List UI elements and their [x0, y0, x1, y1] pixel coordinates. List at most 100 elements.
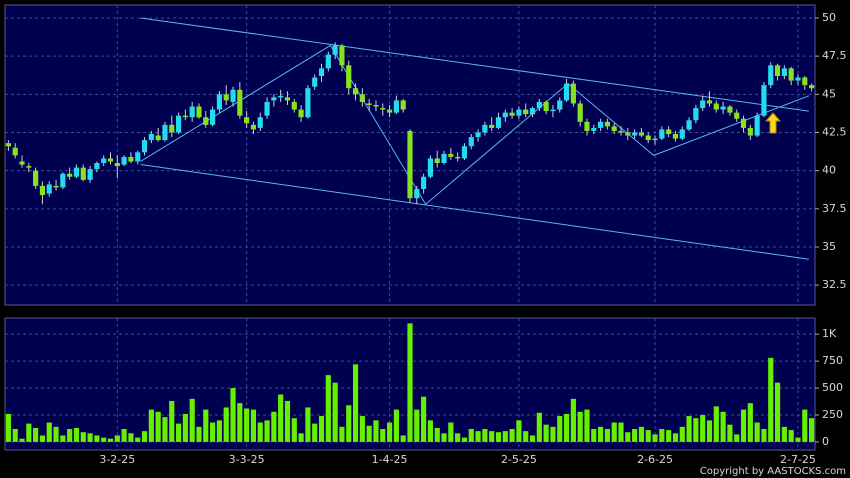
volume-bar: [598, 426, 604, 442]
candle-body: [754, 115, 760, 136]
candle-body: [468, 137, 474, 147]
candle-body: [284, 97, 291, 101]
candle-body: [666, 129, 672, 135]
candle-body: [182, 115, 188, 118]
volume-bar: [652, 434, 658, 442]
candle-body: [652, 138, 658, 141]
volume-bar: [162, 417, 168, 442]
volume-bar: [482, 428, 488, 442]
volume-bar: [543, 424, 549, 442]
candle-body: [366, 103, 372, 105]
volume-bar: [101, 437, 107, 442]
volume-bar: [284, 400, 291, 442]
candle-body: [386, 109, 393, 113]
volume-bar: [264, 420, 270, 442]
candle-body: [407, 130, 413, 199]
candle-body: [203, 117, 209, 125]
candle-body: [638, 132, 645, 136]
candle-body: [94, 163, 100, 170]
candle-body: [373, 105, 379, 107]
trendline: [140, 164, 809, 260]
volume-bar: [257, 422, 263, 442]
volume-bar: [26, 423, 32, 442]
volume-bar: [318, 416, 325, 442]
volume-bar: [421, 396, 427, 442]
volume-bar: [346, 405, 352, 442]
candle-body: [809, 85, 815, 89]
volume-bar: [60, 435, 66, 442]
candle-body: [257, 117, 263, 128]
volume-bar: [455, 433, 461, 442]
candle-body: [278, 95, 284, 98]
candle-body: [659, 129, 665, 139]
volume-bar: [427, 420, 434, 442]
candle-body: [584, 121, 590, 131]
candle-body: [155, 135, 161, 141]
candle-body: [502, 112, 508, 118]
volume-bar: [570, 398, 576, 442]
volume-bar: [271, 411, 277, 442]
volume-bar: [591, 428, 597, 442]
candle-body: [352, 88, 359, 95]
candle-body: [237, 89, 243, 116]
volume-bar: [155, 411, 161, 442]
volume-bar: [774, 382, 781, 442]
trendline: [140, 44, 810, 205]
volume-bar: [563, 413, 570, 442]
candle-body: [19, 161, 25, 165]
volume-bar: [278, 394, 284, 442]
candle-body: [557, 100, 563, 110]
volume-bar: [121, 428, 127, 442]
candle-body: [346, 65, 352, 89]
volume-bar: [359, 416, 365, 442]
volume-bar: [700, 414, 706, 442]
volume-bar: [727, 424, 733, 442]
candle-body: [33, 170, 39, 186]
candle-body: [625, 132, 631, 136]
y-tick-label: 42.5: [822, 125, 847, 138]
candle-body: [46, 184, 52, 194]
volume-bar: [557, 416, 563, 442]
candle-body: [175, 115, 182, 133]
volume-bar: [216, 420, 222, 442]
candle-body: [700, 100, 706, 109]
volume-bar: [298, 433, 304, 442]
candle-body: [196, 106, 202, 118]
volume-bar: [441, 433, 447, 442]
volume-bar: [46, 422, 52, 442]
candle-body: [26, 166, 32, 168]
candle-body: [679, 129, 685, 139]
candle-body: [706, 100, 713, 104]
candle-body: [632, 132, 638, 136]
volume-bar: [373, 420, 379, 442]
x-tick-label: 2-6-25: [637, 453, 673, 466]
volume-bar: [734, 434, 740, 442]
candle-body: [135, 152, 141, 162]
candle-body: [291, 101, 297, 110]
volume-bar: [638, 426, 645, 442]
candle-body: [747, 127, 753, 136]
volume-bar: [625, 432, 631, 442]
candle-body: [591, 127, 597, 131]
candle-body: [598, 121, 604, 128]
plot-layer: 32.53537.54042.54547.55002505007501K3-2-…: [5, 5, 847, 466]
volume-bar: [618, 422, 624, 442]
candle-body: [216, 94, 222, 110]
y-tick-label: 50: [822, 11, 836, 24]
volume-bar: [53, 426, 59, 442]
candle-body: [482, 124, 488, 133]
candle-body: [325, 54, 331, 69]
volume-bar: [713, 406, 719, 442]
candle-body: [516, 109, 522, 116]
candle-body: [230, 89, 236, 102]
volume-bar: [802, 409, 808, 442]
y-tick-label: 0: [822, 435, 829, 448]
volume-bar: [693, 418, 699, 442]
copyright: Copyright by AASTOCKS.com: [700, 466, 846, 477]
candle-body: [393, 100, 399, 113]
candle-body: [734, 112, 740, 119]
volume-bar: [67, 428, 73, 442]
volume-bar: [584, 409, 590, 442]
candle-body: [781, 68, 787, 76]
volume-bar: [39, 435, 46, 442]
